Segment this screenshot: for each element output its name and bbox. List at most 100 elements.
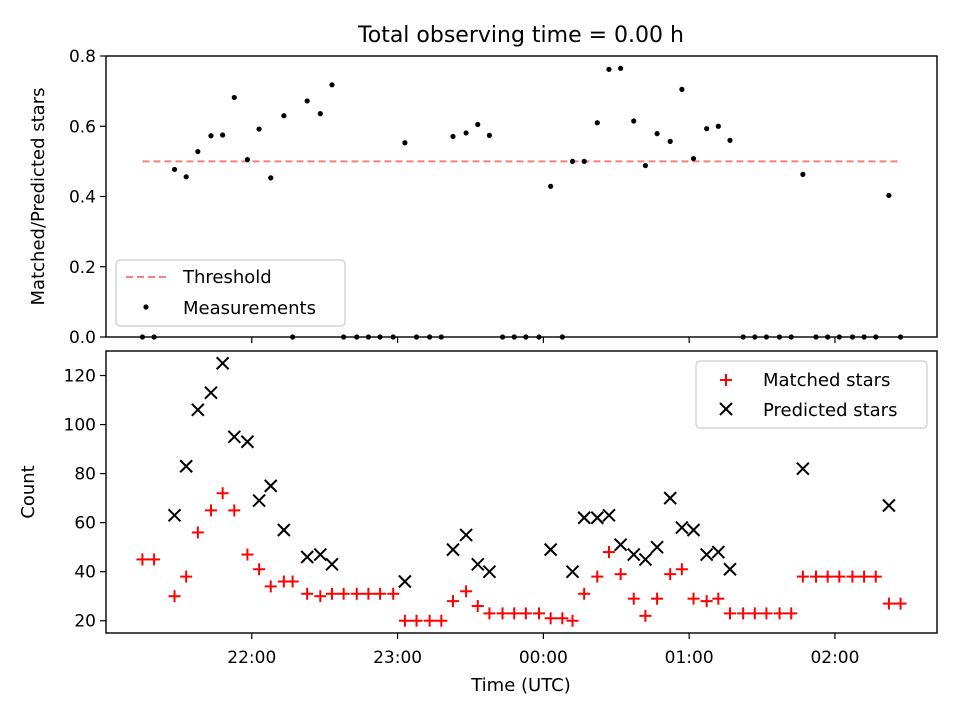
matched-star-point [496, 607, 509, 620]
matched-star-point [471, 600, 484, 613]
predicted-star-point [686, 523, 701, 537]
matched-star-point [821, 570, 834, 583]
measurement-point [195, 148, 201, 155]
predicted-star-point [252, 493, 266, 508]
predicted-star-point [240, 435, 255, 449]
matched-star-point [253, 563, 266, 576]
predicted-star-point [711, 545, 726, 559]
ratio-legend-box [115, 259, 346, 327]
measurement-point [304, 98, 310, 104]
predicted-star-point [179, 459, 193, 473]
matched-star-point [578, 587, 591, 600]
ratio-plot-frame [105, 55, 938, 338]
measurement-point [208, 133, 214, 139]
matched-star-point [675, 563, 688, 576]
matched-star-point [423, 614, 436, 627]
predicted-star-point [300, 550, 314, 564]
x-tick-label: 02:00 [810, 648, 859, 668]
matched-star-point [809, 570, 822, 583]
measurement-point [171, 166, 178, 173]
matched-star-point [228, 504, 241, 517]
measurement-point [281, 113, 287, 119]
predicted-star-point [277, 523, 291, 537]
predicted-star-point [227, 430, 242, 444]
predicted-star-point [446, 542, 460, 557]
matched-star-point [191, 526, 204, 539]
measurement-point [704, 126, 710, 132]
matched-star-point [796, 570, 809, 583]
measurement-point [329, 82, 335, 88]
y-tick-label: 120 [64, 367, 96, 387]
count-plot: Count Time (UTC) 20 40 60 80 100 120 22:00 23:0… [18, 350, 938, 696]
y-tick-label: 0.4 [69, 188, 96, 208]
predicted-star-point [590, 511, 605, 525]
matched-star-point [446, 595, 459, 608]
measurements-legend-swatch [143, 304, 149, 310]
measurement-point [679, 86, 685, 92]
matched-star-point [314, 590, 327, 603]
matched-star-point [398, 614, 411, 627]
x-tick-label: 22:00 [227, 648, 276, 668]
predicted-star-point [663, 491, 677, 505]
predicted-star-point [565, 564, 580, 579]
count-plot-frame [105, 350, 938, 634]
matched-star-point [602, 546, 615, 559]
measurement-point [581, 158, 587, 164]
x-axis-label: Time (UTC) [470, 675, 571, 696]
matched-star-point [532, 607, 545, 620]
measurement-point [268, 175, 274, 181]
matched-star-point [664, 568, 677, 581]
matched-star-point [508, 607, 521, 620]
measurement-point [183, 174, 189, 180]
matched-star-point [168, 590, 181, 603]
matched-star-point [286, 575, 299, 588]
measurement-point [256, 126, 262, 132]
predicted-legend-label: Predicted stars [763, 400, 897, 421]
matched-star-point [723, 607, 736, 620]
matched-star-point [204, 504, 217, 517]
y-tick-label: 40 [74, 563, 96, 583]
y-tick-label: 80 [74, 465, 96, 485]
measurement-point [450, 133, 456, 140]
predicted-star-point [796, 461, 810, 476]
count-legend: Matched stars Predicted stars [695, 360, 928, 429]
y-tick-label: 0.0 [69, 328, 96, 348]
matched-star-point [846, 570, 859, 583]
measurement-point [631, 118, 637, 124]
predicted-star-point [602, 508, 616, 523]
matched-star-point [180, 570, 193, 583]
predicted-star-point [325, 557, 339, 572]
predicted-star-point [313, 547, 328, 562]
matched-star-point [700, 595, 713, 608]
chart-title: Total observing time = 0.00 h [357, 23, 684, 48]
measurements-legend-label: Measurements [183, 298, 316, 319]
matched-star-point [785, 607, 798, 620]
matched-star-point [350, 587, 363, 600]
matched-star-point [833, 570, 846, 583]
predicted-star-point [675, 520, 689, 535]
y-tick-label: 0.6 [69, 117, 96, 137]
measurement-point [727, 137, 733, 143]
matched-legend-label: Matched stars [763, 370, 890, 391]
matched-star-point [869, 570, 882, 583]
matched-star-point [591, 570, 604, 583]
matched-star-point [216, 487, 229, 500]
measurement-point [402, 140, 408, 146]
measurement-point [548, 183, 554, 189]
y-tick-label: 0.2 [69, 258, 96, 278]
matched-star-point [627, 592, 640, 605]
measurement-point [800, 171, 806, 177]
ratio-legend: Threshold Measurements [115, 259, 346, 327]
matched-star-point [483, 607, 496, 620]
measurement-point [618, 65, 624, 71]
predicted-star-point [204, 385, 218, 400]
x-tick-label: 23:00 [373, 648, 422, 668]
predicted-star-point [471, 557, 485, 572]
ratio-y-axis-label: Matched/Predicted stars [28, 88, 49, 306]
matched-star-point [687, 592, 700, 605]
measurement-point [690, 155, 697, 162]
matched-star-point [544, 612, 557, 625]
measurement-point [231, 94, 237, 101]
predicted-star-point [543, 542, 558, 557]
predicted-star-point [723, 562, 737, 576]
